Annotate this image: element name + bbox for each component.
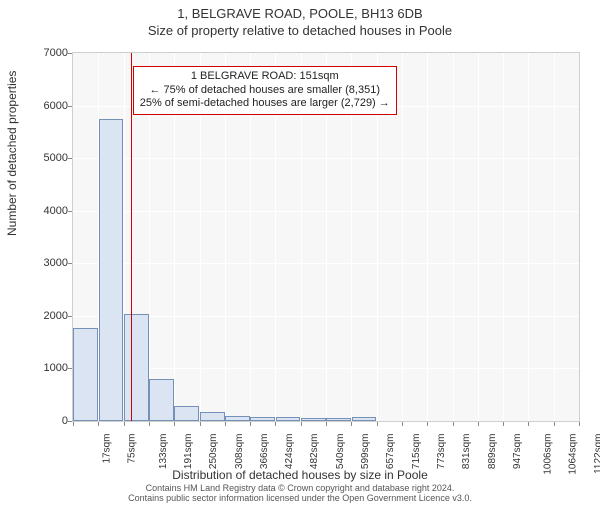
x-tick-label: 17sqm xyxy=(102,434,113,464)
histogram-bar xyxy=(352,417,377,421)
plot-area: 1 BELGRAVE ROAD: 151sqm← 75% of detached… xyxy=(72,52,580,422)
x-tick-mark xyxy=(402,422,403,426)
x-tick-mark xyxy=(478,422,479,426)
gridline-v xyxy=(453,53,454,421)
x-tick-mark xyxy=(351,422,352,426)
y-tick-label: 7000 xyxy=(28,47,68,59)
y-axis-label: Number of detached properties xyxy=(5,71,19,236)
y-tick-label: 1000 xyxy=(28,362,68,374)
x-tick-mark xyxy=(98,422,99,426)
x-tick-label: 133sqm xyxy=(158,434,169,470)
y-tick-mark xyxy=(68,158,72,159)
histogram-bar xyxy=(326,418,351,421)
gridline-v xyxy=(402,53,403,421)
x-tick-label: 889sqm xyxy=(487,434,498,470)
annotation-line: ← 75% of detached houses are smaller (8,… xyxy=(140,84,390,98)
x-tick-label: 831sqm xyxy=(461,434,472,470)
x-tick-label: 657sqm xyxy=(385,434,396,470)
gridline-v xyxy=(478,53,479,421)
x-tick-mark xyxy=(326,422,327,426)
gridline-v xyxy=(528,53,529,421)
x-tick-label: 773sqm xyxy=(436,434,447,470)
y-tick-mark xyxy=(68,211,72,212)
x-tick-mark xyxy=(200,422,201,426)
y-tick-mark xyxy=(68,316,72,317)
annotation-line: 25% of semi-detached houses are larger (… xyxy=(140,97,390,111)
x-tick-label: 947sqm xyxy=(512,434,523,470)
histogram-bar xyxy=(250,417,275,421)
y-tick-label: 0 xyxy=(28,415,68,427)
y-tick-mark xyxy=(68,421,72,422)
y-tick-label: 4000 xyxy=(28,205,68,217)
gridline-v xyxy=(554,53,555,421)
histogram-bar xyxy=(200,412,225,421)
y-tick-label: 3000 xyxy=(28,257,68,269)
x-tick-mark xyxy=(453,422,454,426)
y-tick-mark xyxy=(68,263,72,264)
y-tick-mark xyxy=(68,106,72,107)
x-tick-label: 75sqm xyxy=(127,434,138,464)
x-tick-mark xyxy=(174,422,175,426)
x-tick-label: 599sqm xyxy=(360,434,371,470)
x-tick-mark xyxy=(503,422,504,426)
x-tick-mark xyxy=(225,422,226,426)
y-tick-mark xyxy=(68,368,72,369)
histogram-bar xyxy=(174,406,199,421)
annotation-line: 1 BELGRAVE ROAD: 151sqm xyxy=(140,70,390,84)
y-tick-label: 2000 xyxy=(28,310,68,322)
x-axis-label: Distribution of detached houses by size … xyxy=(0,468,600,482)
histogram-bar xyxy=(124,314,149,421)
x-tick-mark xyxy=(528,422,529,426)
footer-attribution: Contains HM Land Registry data © Crown c… xyxy=(0,484,600,504)
chart-container: { "title_main": "1, BELGRAVE ROAD, POOLE… xyxy=(0,6,600,506)
x-tick-mark xyxy=(554,422,555,426)
x-tick-mark xyxy=(124,422,125,426)
x-tick-label: 191sqm xyxy=(183,434,194,470)
gridline-v xyxy=(427,53,428,421)
x-tick-mark xyxy=(377,422,378,426)
x-tick-label: 308sqm xyxy=(234,434,245,470)
x-tick-mark xyxy=(579,422,580,426)
histogram-bar xyxy=(276,417,301,421)
x-tick-label: 250sqm xyxy=(208,434,219,470)
x-tick-mark xyxy=(275,422,276,426)
x-tick-mark xyxy=(149,422,150,426)
gridline-v xyxy=(503,53,504,421)
histogram-bar xyxy=(149,379,174,421)
x-tick-mark xyxy=(301,422,302,426)
x-tick-label: 482sqm xyxy=(309,434,320,470)
x-tick-label: 715sqm xyxy=(411,434,422,470)
annotation-box: 1 BELGRAVE ROAD: 151sqm← 75% of detached… xyxy=(133,66,397,115)
y-tick-label: 6000 xyxy=(28,100,68,112)
x-tick-label: 540sqm xyxy=(335,434,346,470)
histogram-bar xyxy=(225,416,250,421)
x-tick-mark xyxy=(427,422,428,426)
histogram-bar xyxy=(301,418,326,421)
x-tick-label: 366sqm xyxy=(259,434,270,470)
histogram-bar xyxy=(99,119,124,421)
y-tick-mark xyxy=(68,53,72,54)
footer-line-2: Contains public sector information licen… xyxy=(0,494,600,504)
y-tick-label: 5000 xyxy=(28,152,68,164)
x-tick-mark xyxy=(73,422,74,426)
histogram-bar xyxy=(73,328,98,421)
chart-title-sub: Size of property relative to detached ho… xyxy=(0,23,600,38)
x-tick-label: 424sqm xyxy=(284,434,295,470)
x-tick-mark xyxy=(250,422,251,426)
chart-title-main: 1, BELGRAVE ROAD, POOLE, BH13 6DB xyxy=(0,6,600,21)
